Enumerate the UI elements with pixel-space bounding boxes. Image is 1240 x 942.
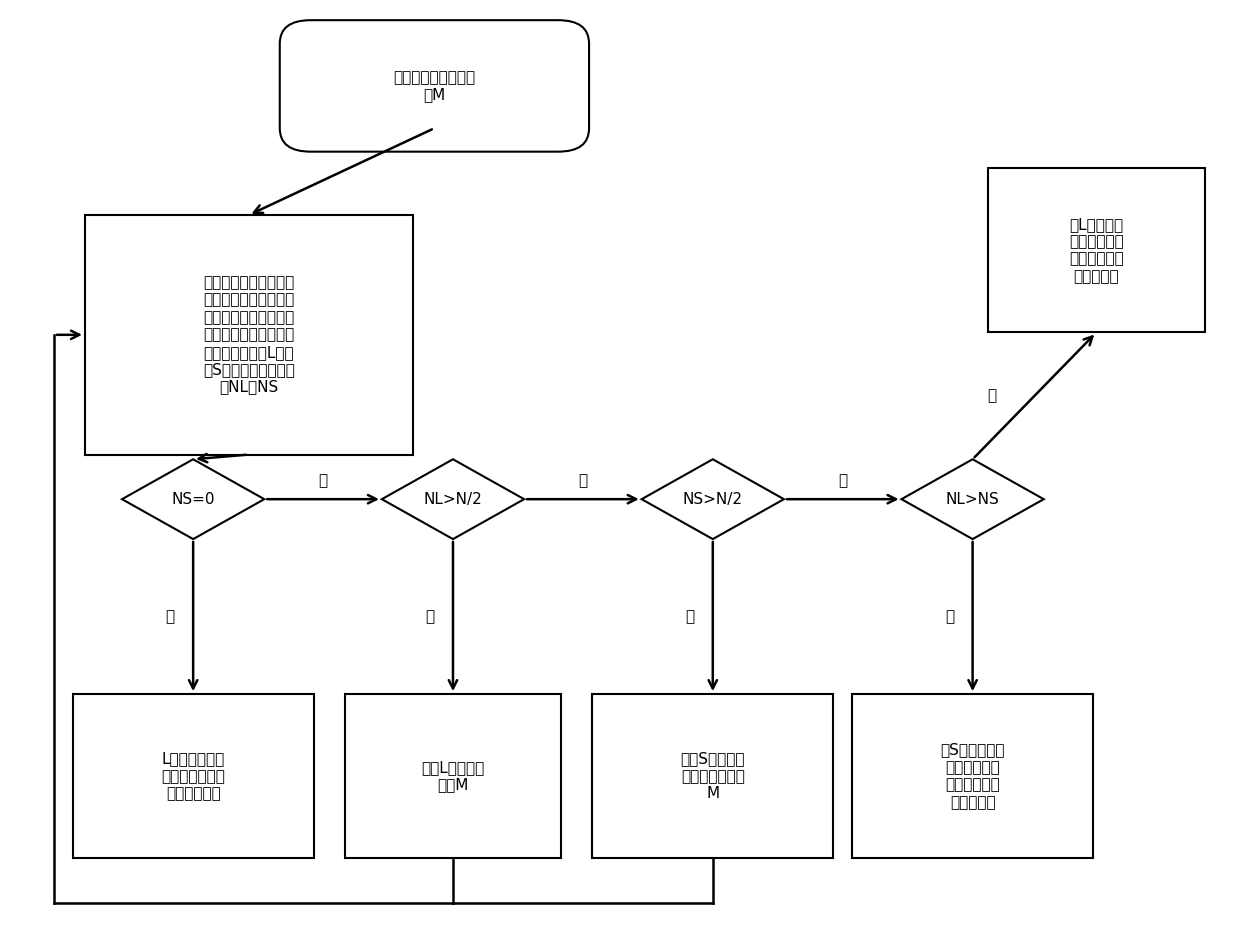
Text: 计算S集合中航
向角均值，记为
M: 计算S集合中航 向角均值，记为 M — [681, 752, 745, 801]
Text: 是: 是 — [686, 609, 694, 625]
Text: 否: 否 — [838, 473, 847, 488]
Bar — [345, 694, 562, 858]
Text: 是: 是 — [425, 609, 434, 625]
Polygon shape — [382, 460, 525, 539]
Text: 是: 是 — [165, 609, 175, 625]
Polygon shape — [122, 460, 264, 539]
Text: 对L集合航向
角排序，取中
值作为滤波子
窗口航向角: 对L集合航向 角排序，取中 值作为滤波子 窗口航向角 — [1069, 217, 1123, 284]
Text: NL>N/2: NL>N/2 — [424, 492, 482, 507]
Bar — [988, 168, 1204, 333]
Bar — [84, 215, 413, 455]
Text: NS>N/2: NS>N/2 — [683, 492, 743, 507]
Text: 对S集合航向角
排序，取中值
作为滤波子窗
口中航向角: 对S集合航向角 排序，取中值 作为滤波子窗 口中航向角 — [940, 742, 1004, 810]
Text: 否: 否 — [987, 388, 997, 403]
Polygon shape — [641, 460, 784, 539]
Bar — [72, 694, 314, 858]
Text: NS=0: NS=0 — [171, 492, 215, 507]
FancyBboxPatch shape — [280, 20, 589, 152]
Bar — [593, 694, 833, 858]
Text: L集合中第一个
航向角作为滤波
子窗口航向角: L集合中第一个 航向角作为滤波 子窗口航向角 — [161, 752, 226, 801]
Text: 是: 是 — [945, 609, 954, 625]
Bar — [852, 694, 1094, 858]
Text: 否: 否 — [319, 473, 327, 488]
Polygon shape — [901, 460, 1044, 539]
Text: 否: 否 — [578, 473, 588, 488]
Text: NL>NS: NL>NS — [946, 492, 999, 507]
Text: 将滤波子窗口内航向角
分为大于等于该航向角
的均值和小于该航向角
的均值的两个航向角集
合，分别为集合L和集
合S，航向角数量分别
为NL、NS: 将滤波子窗口内航向角 分为大于等于该航向角 的均值和小于该航向角 的均值的两个航… — [203, 275, 295, 395]
Text: 获取滤波子航向角均
值M: 获取滤波子航向角均 值M — [393, 70, 475, 102]
Text: 计算L集航向角
均值M: 计算L集航向角 均值M — [422, 760, 485, 792]
